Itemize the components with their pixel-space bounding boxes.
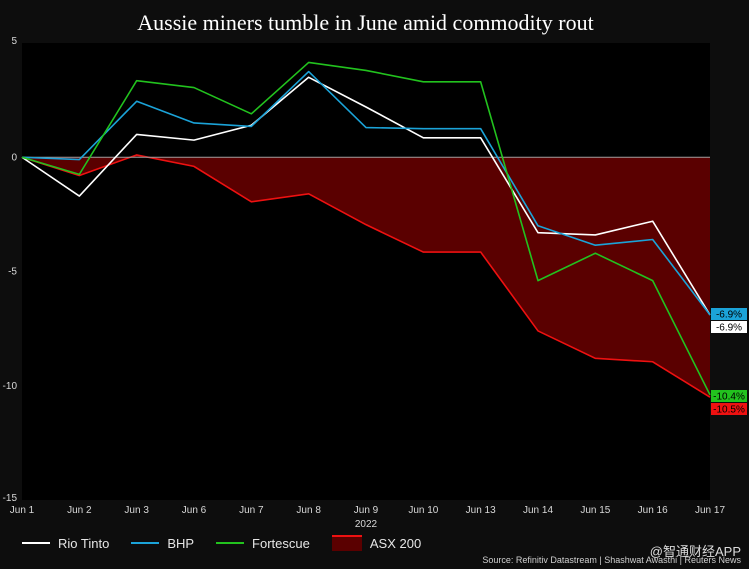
chart-title: Aussie miners tumble in June amid commod… (137, 10, 594, 35)
legend-swatch (22, 542, 50, 544)
y-axis: 5 0 -5 -10 -15 (3, 36, 18, 504)
end-label-box (711, 390, 747, 402)
x-tick-label: Jun 15 (580, 505, 610, 516)
x-tick-label: Jun 14 (523, 505, 553, 516)
x-tick-label: Jun 2 (67, 505, 92, 516)
end-labels: -6.9% -6.9% -10.4% -10.5% (711, 308, 747, 416)
x-tick-label: Jun 16 (638, 505, 668, 516)
end-label-text: -10.4% (713, 392, 745, 403)
source-note: Source: Refinitiv Datastream | Shashwat … (482, 555, 741, 565)
legend-label: Rio Tinto (58, 535, 110, 551)
x-tick-label: Jun 8 (296, 505, 321, 516)
legend-swatch (331, 535, 362, 551)
area-layer (21, 154, 711, 398)
end-label-text: -6.9% (716, 323, 742, 334)
legend-item-asx-200: ASX 200 (331, 535, 422, 551)
x-tick-label: Jun 1 (10, 505, 35, 516)
x-axis: Jun 1 Jun 2 Jun 3 Jun 6 Jun 7 Jun 8 Jun 9 Jun 1… (10, 505, 726, 516)
end-label-fortescue: -10.4% (711, 390, 747, 403)
legend-label: ASX 200 (369, 535, 422, 551)
y-tick-label: -15 (3, 493, 18, 504)
end-label-text: -10.5% (713, 405, 745, 416)
legend-swatch (216, 542, 245, 544)
x-axis-title: 2022 (355, 519, 378, 530)
series-line-asx-200 (21, 154, 711, 398)
legend-swatch (131, 542, 160, 544)
line-layer (21, 61, 711, 396)
end-label-rio-tinto: -6.9% (711, 321, 747, 334)
x-tick-label: Jun 9 (354, 505, 379, 516)
series-line-fortescue (21, 61, 711, 396)
y-tick-label: -10 (3, 381, 18, 392)
end-label-box (711, 321, 747, 333)
watermark: @智通财经APP (649, 544, 741, 559)
x-tick-label: Jun 10 (408, 505, 438, 516)
y-tick-label: -5 (8, 267, 17, 278)
end-label-asx-200: -10.5% (711, 403, 747, 416)
series-line-bhp (21, 70, 711, 316)
legend-item-bhp: BHP (131, 536, 194, 551)
series-line-rio-tinto (21, 76, 711, 316)
y-tick-label: 5 (11, 36, 17, 47)
legend-label: Fortescue (252, 535, 310, 551)
end-label-box (711, 403, 747, 415)
y-tick-label: 0 (11, 152, 17, 163)
end-label-box (711, 308, 747, 320)
end-label-bhp: -6.9% (711, 308, 747, 321)
area-asx-200 (22, 154, 710, 398)
x-tick-label: Jun 13 (466, 505, 496, 516)
legend: Rio Tinto BHP Fortescue ASX 200 (22, 535, 443, 551)
x-tick-label: Jun 17 (695, 505, 725, 516)
end-label-text: -6.9% (716, 310, 742, 321)
legend-item-fortescue: Fortescue (216, 536, 310, 551)
x-tick-label: Jun 6 (182, 505, 207, 516)
x-tick-label: Jun 7 (239, 505, 264, 516)
legend-item-rio-tinto: Rio Tinto (22, 536, 109, 551)
x-tick-label: Jun 3 (124, 505, 149, 516)
legend-label: BHP (167, 535, 195, 551)
